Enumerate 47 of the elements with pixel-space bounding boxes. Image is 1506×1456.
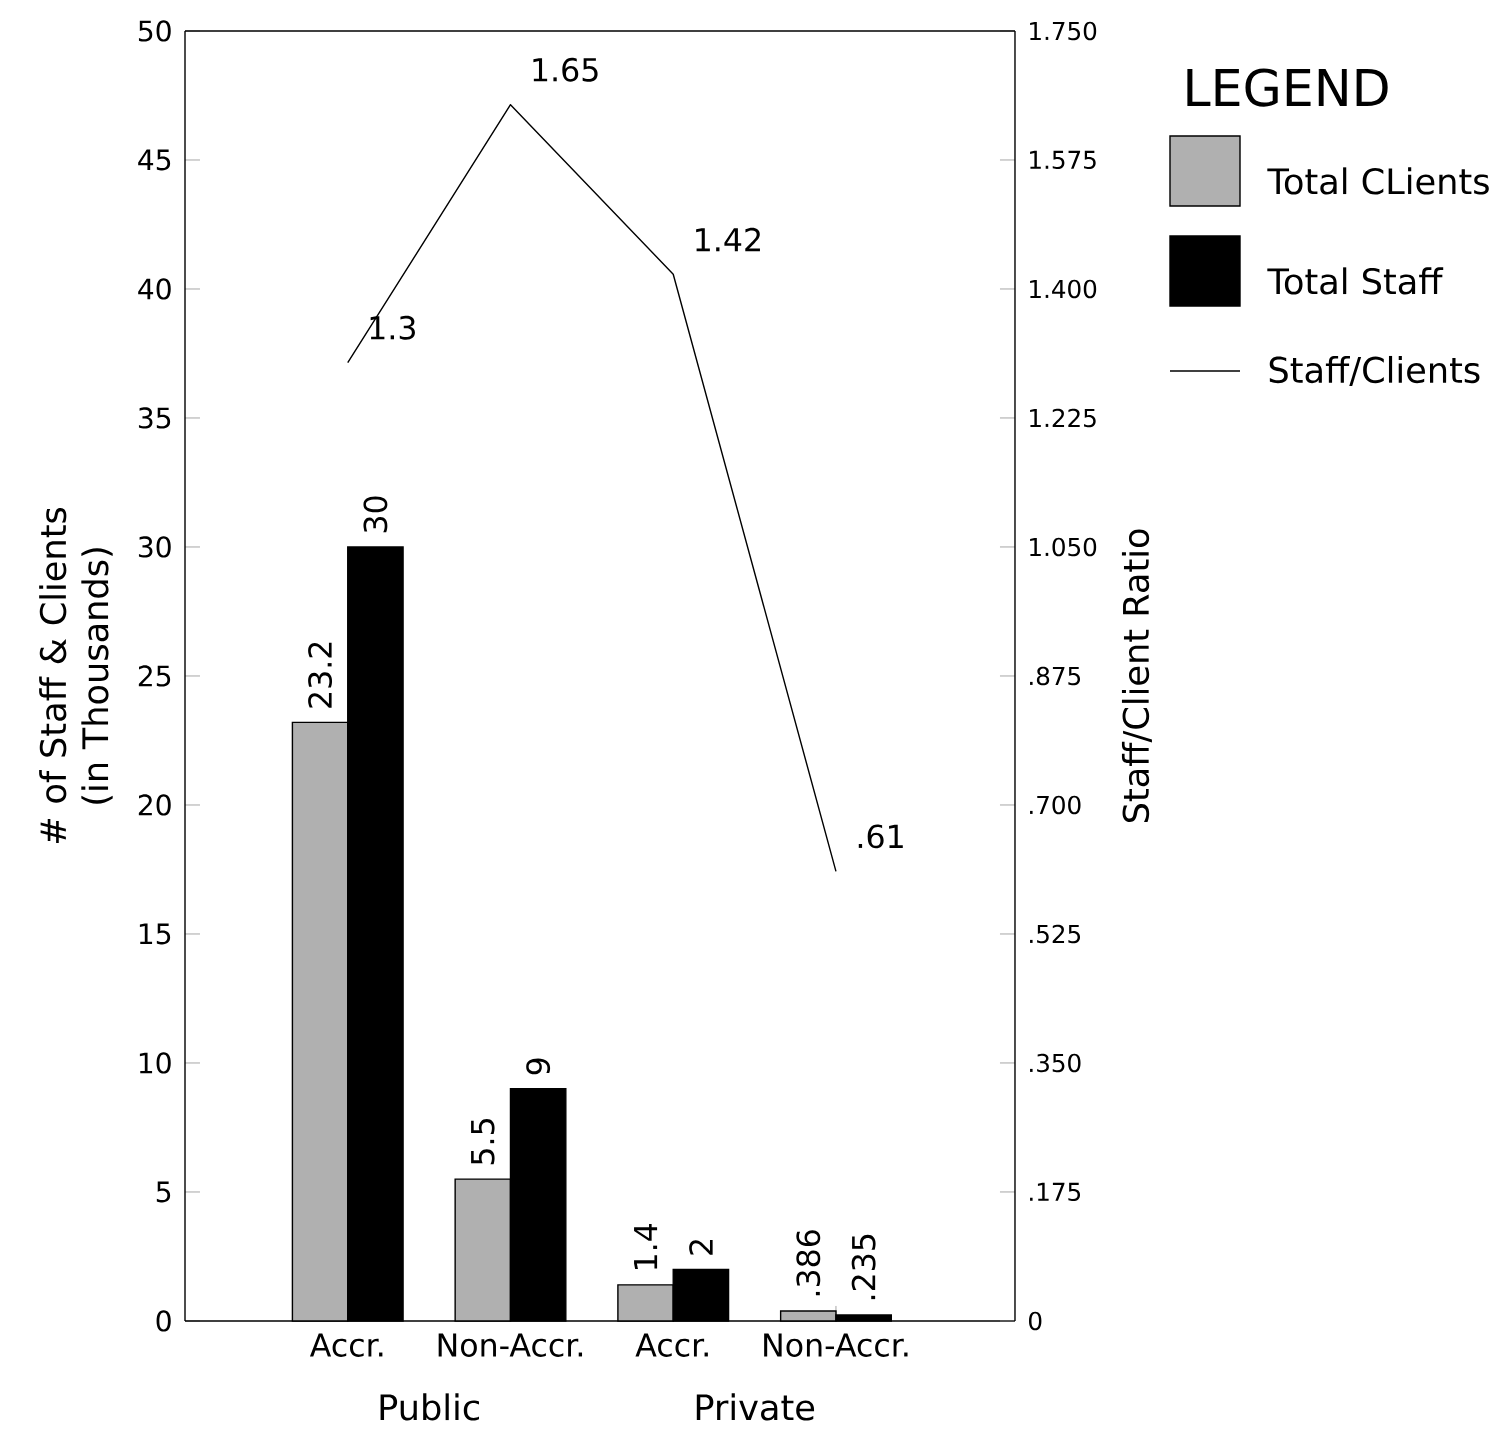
data-label: .235 [851,1234,876,1300]
y2-tick-label: .175 [1030,1182,1081,1202]
data-label: .386 [796,1230,821,1296]
data-label: 30 [363,496,388,533]
y2-tick-label: .875 [1030,666,1081,686]
data-label: 1.4 [634,1223,658,1269]
legend-title: LEGEND [1187,68,1388,107]
y2-tick-label: 1.750 [1030,21,1097,41]
y2-tick-label: .525 [1030,924,1081,944]
y2-tick-label: .350 [1030,1053,1081,1073]
legend-label: Total CLients [1267,167,1489,195]
data-label: 1.3 [370,315,415,340]
data-label: 2 [689,1239,713,1255]
y-tick-label: 35 [138,407,171,429]
x-tick-label: Non-Accr. [764,1333,908,1357]
y2-tick-label: 1.225 [1030,408,1096,428]
y-tick-label: 0 [156,1310,171,1332]
y-tick-label: 20 [138,794,171,816]
y-tick-label: 45 [138,149,171,171]
y-tick-label: 15 [139,923,171,945]
y2-tick-label: 1.400 [1030,279,1097,299]
y-tick-label: 30 [138,536,171,558]
legend-label: Staff/Clients [1269,355,1480,386]
y2-axis-title: Staff/Client Ratio [1121,529,1152,823]
x-tick-label: Accr. [309,1333,383,1357]
x-tick-label: Accr. [635,1333,708,1357]
y-tick-label: 25 [138,665,171,687]
data-label: 23.2 [308,642,333,708]
y2-tick-label: 1.575 [1030,150,1096,170]
x-tick-label: Non-Accr. [438,1333,583,1357]
text: Private [696,1393,815,1421]
data-label: 1.42 [696,227,760,252]
data-label: 9 [526,1058,551,1075]
data-label: 1.65 [533,57,598,82]
y2-tick-label: 0 [1029,1311,1042,1331]
line-series [347,103,837,873]
y-tick-label: 10 [139,1052,171,1074]
y-tick-label: 50 [138,20,171,42]
y2-tick-label: 1.050 [1030,537,1097,557]
y2-tick-label: .700 [1030,795,1081,815]
legend-label: Total Staff [1267,267,1444,295]
text: Public [380,1393,479,1421]
y-axis-title: # of Staff & Clients (in Thousands) [39,507,113,844]
data-label: .61 [858,824,903,849]
y-tick-label: 5 [156,1181,171,1203]
data-label: 5.5 [471,1119,495,1165]
y-tick-label: 40 [138,278,171,300]
